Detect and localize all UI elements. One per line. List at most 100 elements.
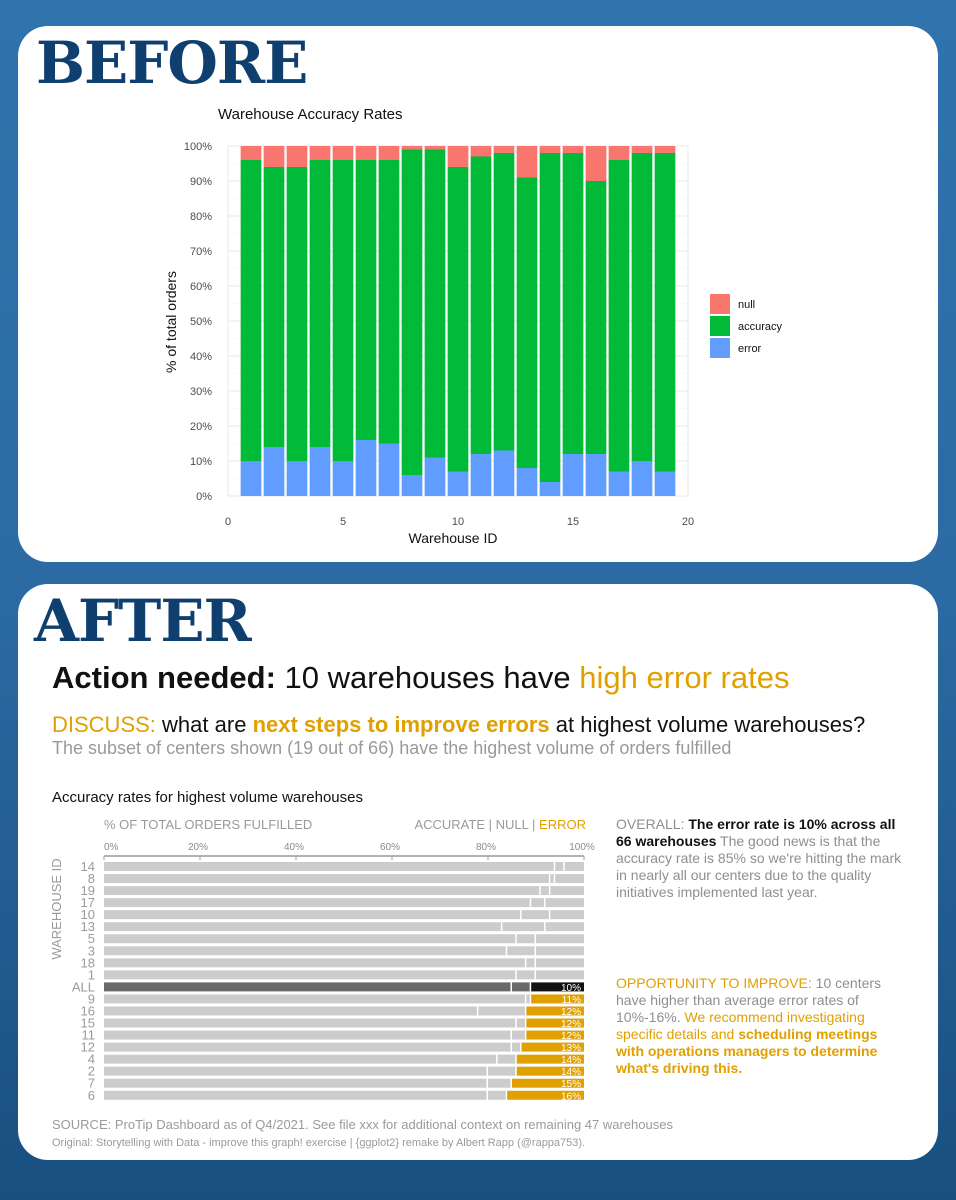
before-bar-accuracy [654,153,676,472]
after-x-tick-label: 40% [284,842,304,853]
overall-rest: The good news is that the accuracy rate … [616,833,902,900]
after-error-label: 14% [561,1055,581,1066]
after-row-label: 17 [81,895,95,910]
opportunity-lead: OPPORTUNITY TO IMPROVE: [616,975,812,991]
after-row-label: 3 [88,943,95,958]
before-bar-accuracy [240,160,262,461]
after-legend: ACCURATE | NULL | ERROR [414,817,586,832]
legend-sep-2: | [532,817,535,832]
before-bar-accuracy [585,181,607,454]
before-x-tick-label: 0 [225,516,231,528]
after-row-label: 7 [88,1076,95,1091]
before-bar-accuracy [516,177,538,468]
after-bar-error [526,1006,584,1016]
after-bar-accurate [104,994,525,1004]
after-x-axis-title: % OF TOTAL ORDERS FULFILLED [104,817,312,832]
before-x-tick-label: 15 [567,516,579,528]
headline-count: 10 [284,660,320,695]
legend-sep-1: | [489,817,492,832]
legend-accurate: ACCURATE [414,817,485,832]
before-chart-title: Warehouse Accuracy Rates [218,106,403,123]
after-bar-null [488,1090,506,1100]
after-bar-accurate [104,1006,477,1016]
after-bar-accurate [104,1018,516,1028]
after-error-label: 10% [561,983,581,994]
after-bar-null [540,886,549,896]
before-bar-accuracy [493,153,515,451]
before-x-tick-labels: 0 5 10 15 20 [225,516,694,528]
before-bar-accuracy [608,160,630,472]
before-x-tick-label: 10 [452,516,464,528]
before-chart: Warehouse Accuracy Rates 0% 10% 20% 30% 40% 5… [163,106,783,546]
discuss-pre: what are [162,712,247,737]
after-bar-null [488,1078,511,1088]
overall-lead: OVERALL: [616,816,685,832]
headline: Action needed: 10 warehouses have high e… [52,660,789,696]
overall-bold: The error rate is 10% across all 66 ware… [616,816,896,849]
opportunity-note: OPPORTUNITY TO IMPROVE: 10 centers have … [616,975,906,1077]
after-bar-accurate [104,910,521,920]
after-heading: AFTER [34,587,252,655]
opportunity-bold: scheduling meetings with operations mana… [616,1026,878,1076]
after-row-label: 11 [82,1028,96,1043]
before-bar-error [585,454,607,496]
after-row-label: ALL [72,979,95,994]
discuss-label: DISCUSS: [52,712,156,737]
before-y-axis-title: % of total orders [163,271,179,373]
before-bar-accuracy [401,149,423,475]
before-bar-accuracy [631,153,653,461]
after-bar-null [555,862,564,871]
after-bar-null [526,958,535,968]
after-bar-error [526,1030,584,1040]
before-bar-error [562,454,584,496]
before-bar-accuracy [332,160,354,461]
after-bar-accurate [104,898,530,908]
before-bars [240,146,676,496]
before-bar-null [309,146,331,160]
after-bar-error [521,1042,584,1052]
after-bar-error [550,910,584,920]
before-bar-error [332,461,354,496]
before-bar-error [470,454,492,496]
after-bar-null [516,1018,525,1028]
before-y-tick-label: 100% [184,141,212,153]
after-bar-null [512,1042,521,1052]
after-error-label: 16% [561,1091,581,1102]
after-bar-accurate [104,1066,487,1076]
after-x-tick-label: 0% [104,842,119,853]
before-bar-null [539,146,561,153]
legend-label-error: error [738,343,762,355]
after-bar-error [536,970,584,980]
after-row-label: 6 [88,1088,95,1103]
after-bar-error [536,934,584,944]
before-bar-error [286,461,308,496]
before-bar-accuracy [355,160,377,440]
after-error-label: 12% [561,1031,581,1042]
after-bar-null [497,1054,516,1064]
before-bar-null [355,146,377,160]
after-bar-error [507,1090,584,1100]
after-bar-null [526,994,530,1004]
after-chart: % OF TOTAL ORDERS FULFILLED ACCURATE | N… [49,817,595,1103]
before-bar-error [401,475,423,496]
after-bar-error [555,874,584,884]
after-bar-accurate [104,934,516,944]
overall-note: OVERALL: The error rate is 10% across al… [616,816,906,901]
before-bar-null [263,146,285,167]
headline-middle: warehouses have [327,660,571,695]
legend-null: NULL [496,817,529,832]
before-bar-accuracy [447,167,469,472]
after-bar-error [526,1018,584,1028]
before-y-tick-label: 70% [190,246,212,258]
headline-bold: Action needed: [52,660,276,695]
before-bar-accuracy [424,149,446,458]
after-bar-error [550,886,584,896]
after-panel: AFTER Action needed: 10 warehouses have … [18,584,938,1160]
before-bar-null [378,146,400,160]
after-bar-null [488,1066,516,1076]
subset-note: The subset of centers shown (19 out of 6… [52,738,732,758]
after-row-label: 5 [88,931,95,946]
before-panel: BEFORE Warehouse Accuracy Rates 0% 10% 20%… [18,26,938,562]
before-y-tick-labels: 0% 10% 20% 30% 40% 50% 60% 70% 80% 90% 100% [184,141,212,503]
before-x-tick-label: 20 [682,516,694,528]
